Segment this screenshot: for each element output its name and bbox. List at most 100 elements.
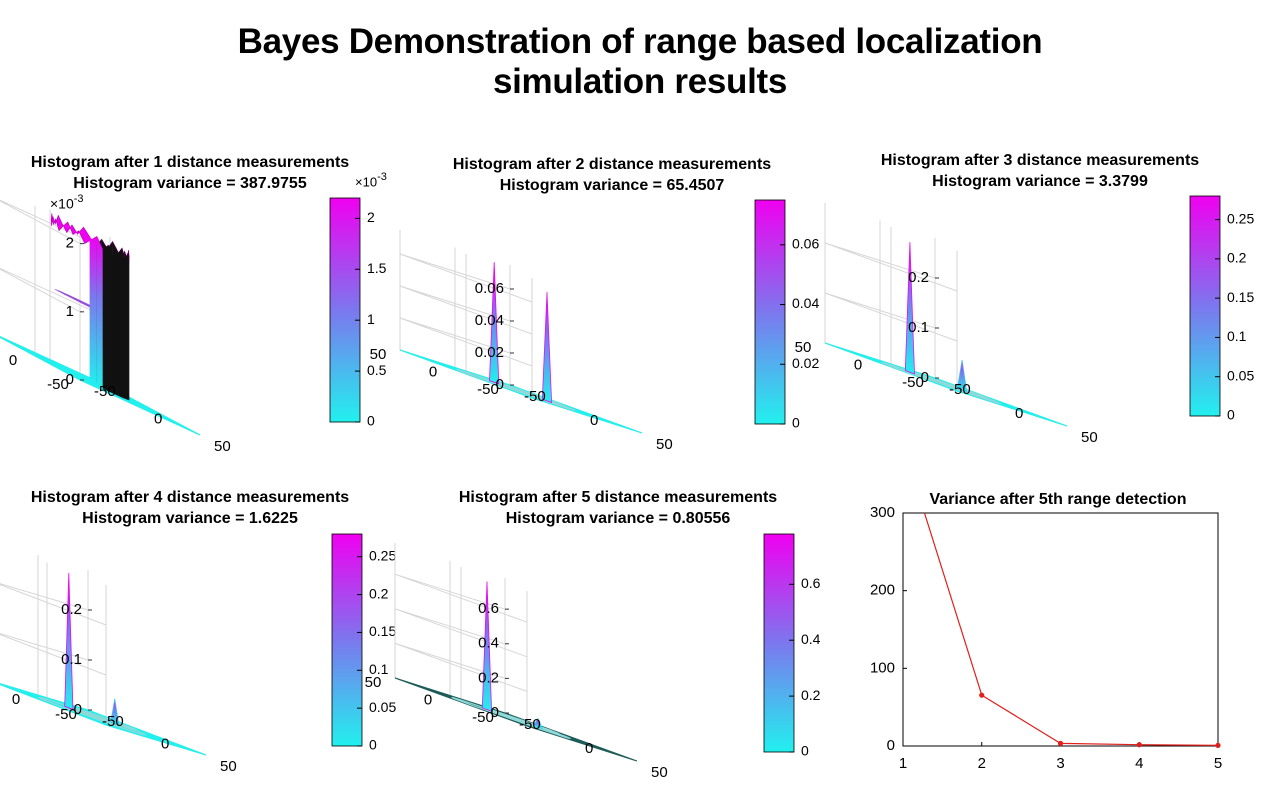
ring-wall (108, 245, 114, 394)
grid-line (0, 683, 107, 726)
z-tick-label: 0.6 (478, 600, 499, 617)
grid-line (0, 683, 89, 711)
z-tick-label: 0.2 (478, 669, 499, 686)
ring-wall (89, 236, 96, 383)
panel-3-title-line: Histogram after 3 distance measurements (880, 152, 1200, 169)
colorbar (1189, 195, 1221, 417)
colorbar-tick-label: 1 (367, 311, 375, 327)
x-tick-label: -50 (949, 381, 971, 398)
x-tick-label: 50 (214, 438, 231, 455)
x-tick-label: -50 (102, 713, 124, 730)
ring-wall (127, 253, 129, 401)
panel-1-title: Histogram after 1 distance measurements … (0, 152, 390, 194)
colorbar-tick-label: 0.2 (369, 585, 389, 601)
y-tick-label: 50 (795, 339, 812, 356)
colorbar-tick-label: 0 (367, 413, 375, 429)
grid-line (454, 367, 588, 416)
surface-floor (399, 349, 643, 434)
floor-ring (456, 368, 533, 397)
peak-2 (532, 717, 544, 730)
colorbar-tick-label: 0.25 (369, 547, 396, 563)
colorbar-tick-label: 0.2 (1227, 250, 1247, 266)
y-tick-label: 50 (365, 674, 382, 691)
z-tick-label: 0.1 (61, 651, 82, 668)
variance-point (1057, 740, 1064, 746)
grid-line (824, 342, 958, 392)
grid-line (824, 242, 958, 292)
z-tick-label: 2 (66, 235, 74, 252)
grid-line (526, 725, 638, 762)
ring-wall (128, 250, 130, 401)
x-tick-label: 4 (1135, 755, 1143, 772)
variance-point (1136, 742, 1142, 748)
grid-line (0, 633, 107, 676)
plot-frame (902, 512, 1219, 747)
ring-wall (117, 250, 122, 396)
ring-wall (124, 251, 128, 399)
z-exponent-label: ×10-3 (50, 193, 84, 212)
surface-floor (0, 683, 207, 756)
grid-line (0, 267, 111, 320)
colorbar-tick-label: 0.02 (792, 355, 819, 371)
y-tick-label: -50 (902, 374, 924, 391)
x-tick-label: 0 (585, 740, 593, 757)
page-title-line1: Bayes Demonstration of range based local… (237, 22, 1043, 61)
peak-1 (481, 581, 493, 712)
z-tick-label: 0.2 (908, 269, 929, 286)
colorbar-tick-label: 2 (367, 209, 375, 225)
z-tick-label: 0.02 (475, 344, 504, 361)
y-tick-label: 0 (887, 737, 895, 754)
floor-ring (493, 711, 572, 739)
z-tick-label: 1 (66, 303, 74, 320)
peak-2 (110, 698, 120, 727)
colorbar (754, 199, 786, 425)
ring-wall (101, 239, 108, 389)
x-tick-label: -50 (524, 388, 546, 405)
colorbar-tick-label: 0.15 (369, 623, 396, 639)
colorbar-tick-label: 0.1 (369, 661, 389, 677)
x-tick-label: -50 (519, 716, 541, 733)
variance-point (979, 692, 985, 698)
panel-2-title-line: Histogram after 2 distance measurements (452, 156, 772, 173)
panel-6-title: Variance after 5th range detection (858, 489, 1258, 510)
floor-ring (482, 706, 561, 735)
z-tick-label: 0 (491, 704, 499, 721)
y-tick-label: 50 (370, 346, 387, 363)
ring-wall (112, 241, 118, 394)
grid-line (399, 349, 511, 386)
grid-line (105, 724, 207, 756)
ring-wall (125, 253, 128, 400)
grid-line (0, 336, 81, 381)
peak-1 (904, 242, 915, 375)
grid-line (460, 701, 572, 738)
z-tick-label: 0.04 (475, 312, 504, 329)
grid-line (824, 342, 936, 379)
floor-ring (487, 378, 566, 407)
grid-line (0, 336, 111, 388)
grid-line (394, 642, 528, 692)
grid-line (824, 342, 958, 392)
surface-floor (0, 336, 201, 436)
grid-line (394, 573, 528, 623)
grid-line (824, 292, 958, 342)
grid-line (34, 355, 156, 412)
colorbar-tick-label: 0 (1227, 407, 1235, 423)
grid-line (0, 583, 107, 626)
y-tick-label: -50 (472, 709, 494, 726)
y-tick-label: 0 (429, 363, 437, 380)
colorbar-tick-label: 0.1 (1227, 328, 1247, 344)
ring-wall (107, 241, 113, 391)
grid-line (0, 336, 111, 388)
floor-ring (66, 705, 138, 731)
panel-3-title: Histogram after 3 distance measurements … (840, 150, 1240, 192)
grid-line (956, 390, 1068, 427)
x-tick-label: 0 (161, 735, 169, 752)
colorbar-tick-label: 0 (369, 737, 377, 753)
grid-line (79, 379, 201, 436)
z-tick-label: 0.4 (478, 635, 499, 652)
floor-ring (37, 696, 109, 722)
z-tick-label: 0.1 (908, 319, 929, 336)
